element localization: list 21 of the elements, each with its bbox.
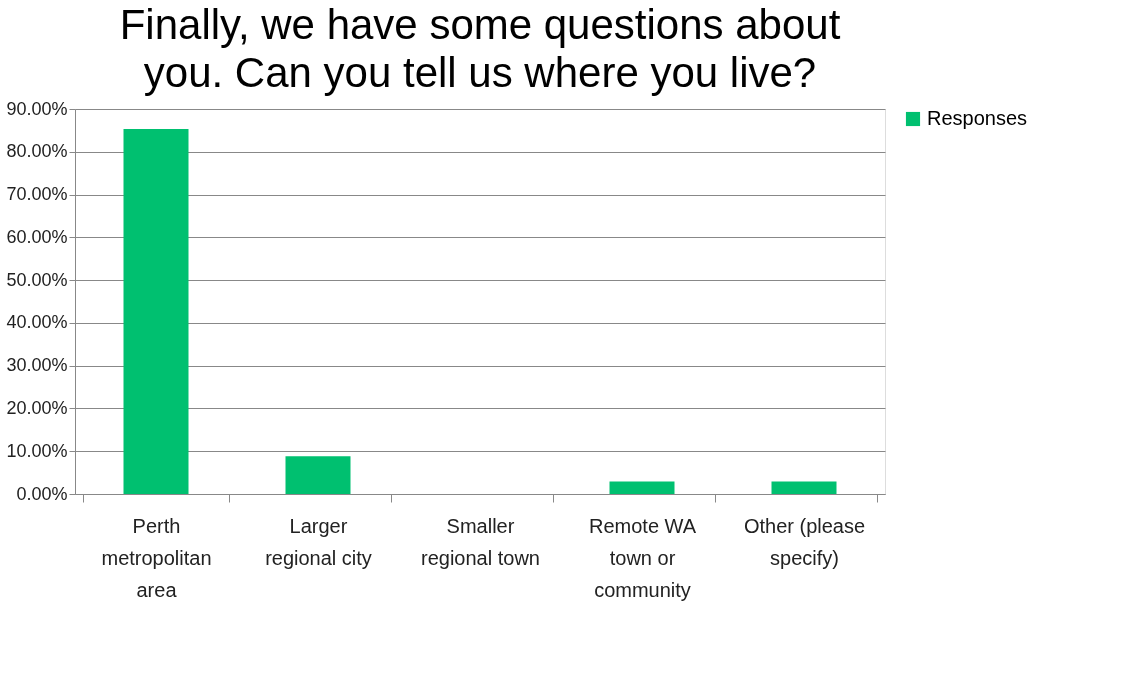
y-tick-label: 50.00% [6,269,68,290]
y-tick-label: 80.00% [6,141,68,162]
bar [609,481,675,494]
y-tick-label: 70.00% [6,184,68,205]
y-tick-label: 20.00% [6,397,68,418]
y-tick-label: 40.00% [6,312,68,333]
bar [771,481,837,494]
y-tick-label: 90.00% [6,98,68,119]
x-tick-label: Smaller regional town [421,514,540,569]
x-tick-label: Other (please specify) [743,514,866,569]
x-tick-label: Larger regional city [265,514,372,569]
x-tick-label: Perth metropolitan area [101,514,212,601]
bar [123,129,189,494]
x-tick-label: Remote WA town or community [588,514,697,601]
y-tick-label: 0.00% [16,483,68,504]
bar [285,456,351,494]
y-tick-label: 10.00% [6,440,68,461]
chart-title: Finally, we have some questions about you. Can you tell us where you live? [119,1,841,96]
y-tick-label: 30.00% [6,355,68,376]
y-tick-label: 60.00% [6,226,68,247]
legend-label: Responses [927,107,1028,129]
